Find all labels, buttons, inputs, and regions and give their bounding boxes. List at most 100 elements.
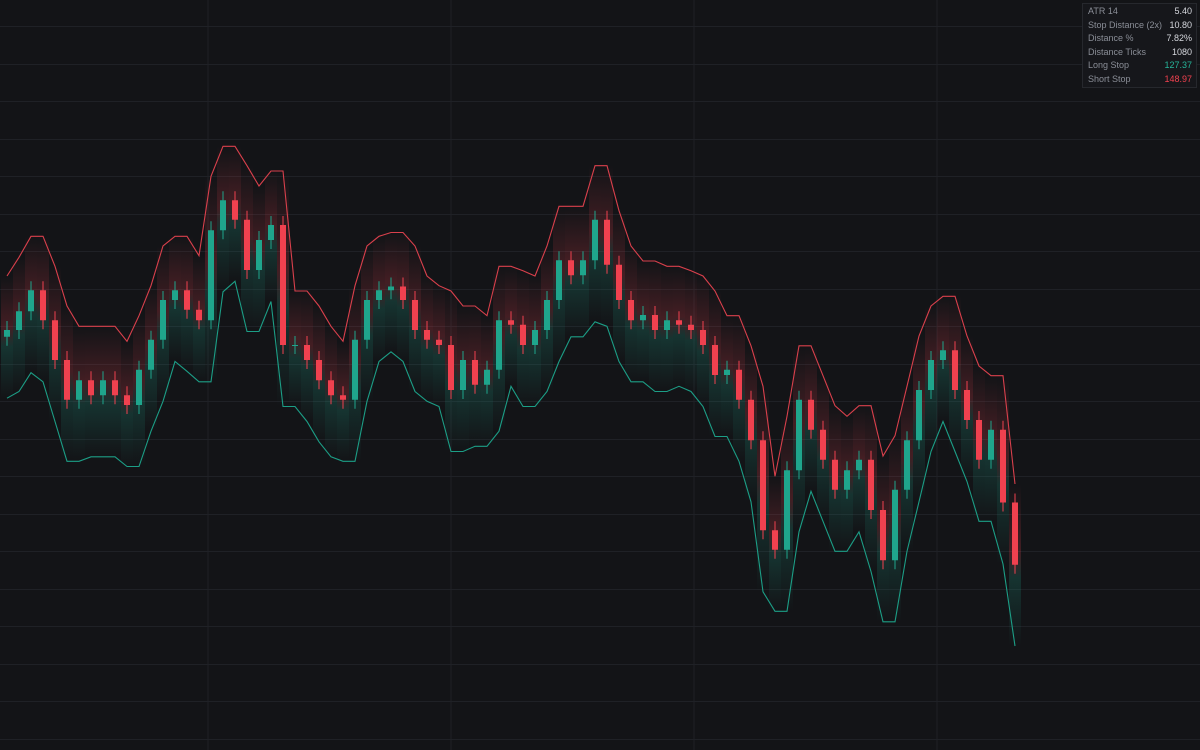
long-stop-line — [6, 280, 1016, 647]
candle-body — [124, 395, 130, 405]
candle-body — [268, 225, 274, 240]
info-row: ATR 14 5.40 — [1083, 5, 1196, 19]
info-row: Distance % 7.82% — [1083, 32, 1196, 46]
candle-body — [184, 290, 190, 310]
info-row: Distance Ticks 1080 — [1083, 46, 1196, 60]
candle-body — [256, 240, 262, 270]
candle-body — [64, 360, 70, 400]
candle-body — [208, 230, 214, 321]
candle-body — [940, 350, 946, 360]
candle-body — [976, 420, 982, 460]
candle-body — [220, 200, 226, 231]
candle-body — [448, 345, 454, 390]
candle-body — [760, 440, 766, 531]
candle-body — [604, 219, 610, 265]
info-label: Distance % — [1088, 33, 1134, 43]
candle-body — [4, 330, 10, 337]
candle-body — [112, 380, 118, 396]
candle-body — [520, 324, 526, 345]
candle-body — [664, 320, 670, 330]
candle-body — [244, 219, 250, 270]
candle-body — [292, 345, 298, 346]
candle-body — [424, 330, 430, 340]
candle-body — [772, 530, 778, 550]
candle-body — [616, 264, 622, 300]
candle-body — [496, 320, 502, 370]
candle-body — [628, 300, 634, 321]
candle-body — [916, 390, 922, 441]
candle-body — [796, 399, 802, 471]
candle-body — [508, 320, 514, 325]
info-value: 7.82% — [1166, 33, 1192, 43]
candle-body — [148, 339, 154, 370]
candle-body — [472, 360, 478, 385]
candle-body — [364, 300, 370, 340]
candle-body — [376, 290, 382, 300]
candle-body — [700, 330, 706, 345]
candle-body — [16, 311, 22, 330]
candle-body — [136, 369, 142, 405]
candle-body — [844, 470, 850, 490]
candle-body — [400, 286, 406, 300]
candle-body — [388, 286, 394, 291]
candle-body — [688, 324, 694, 330]
candle-body — [736, 369, 742, 400]
candle-body — [172, 290, 178, 300]
candle-body — [76, 380, 82, 400]
candle-body — [952, 350, 958, 390]
candle-body — [964, 390, 970, 420]
candle-body — [196, 309, 202, 321]
info-label: Long Stop — [1088, 60, 1130, 70]
info-value: 1080 — [1171, 46, 1192, 57]
info-label: ATR 14 — [1088, 6, 1118, 16]
candle-body — [988, 429, 994, 460]
info-row: Short Stop 148.97 — [1083, 73, 1196, 87]
candle-body — [340, 395, 346, 400]
candle-body — [484, 369, 490, 385]
info-row: Stop Distance (2x) 10.80 — [1083, 19, 1196, 33]
info-value: 10.80 — [1169, 19, 1192, 30]
candle-body — [352, 339, 358, 400]
candle-body — [676, 320, 682, 325]
candle-body — [1000, 429, 1006, 503]
candle-body — [904, 440, 910, 490]
candle-body — [748, 399, 754, 441]
candle-body — [892, 489, 898, 561]
candle-body — [232, 200, 238, 220]
candle-body — [832, 459, 838, 490]
candle-body — [52, 320, 58, 360]
info-panel: ATR 14 5.40 Stop Distance (2x) 10.80 Distanc… — [1082, 3, 1197, 88]
candle-body — [820, 429, 826, 460]
candle-body — [712, 345, 718, 375]
candle-body — [856, 459, 862, 471]
candle-body — [880, 510, 886, 561]
candle-body — [556, 260, 562, 300]
info-label: Distance Ticks — [1088, 46, 1147, 57]
candle-body — [304, 345, 310, 360]
info-row: Long Stop 127.37 — [1083, 59, 1196, 73]
candle-body — [724, 369, 730, 375]
info-label: Stop Distance (2x) — [1088, 19, 1163, 30]
candle-body — [592, 219, 598, 261]
candle-body — [928, 360, 934, 390]
candle-body — [316, 360, 322, 381]
candle-body — [280, 225, 286, 345]
candle-body — [532, 330, 538, 345]
candle-body — [436, 339, 442, 345]
candle-body — [652, 315, 658, 330]
info-value: 5.40 — [1174, 6, 1192, 16]
candle-body — [412, 300, 418, 330]
info-value: 127.37 — [1164, 60, 1192, 70]
info-value: 148.97 — [1164, 73, 1192, 84]
candle-body — [28, 290, 34, 312]
candle-body — [88, 380, 94, 396]
candle-body — [784, 470, 790, 550]
candle-body — [40, 290, 46, 321]
candle-body — [160, 300, 166, 340]
candle-body — [568, 260, 574, 276]
candle-body — [328, 380, 334, 396]
candle-body — [808, 399, 814, 430]
short-stop-line — [6, 145, 1016, 485]
candle-body — [544, 300, 550, 330]
